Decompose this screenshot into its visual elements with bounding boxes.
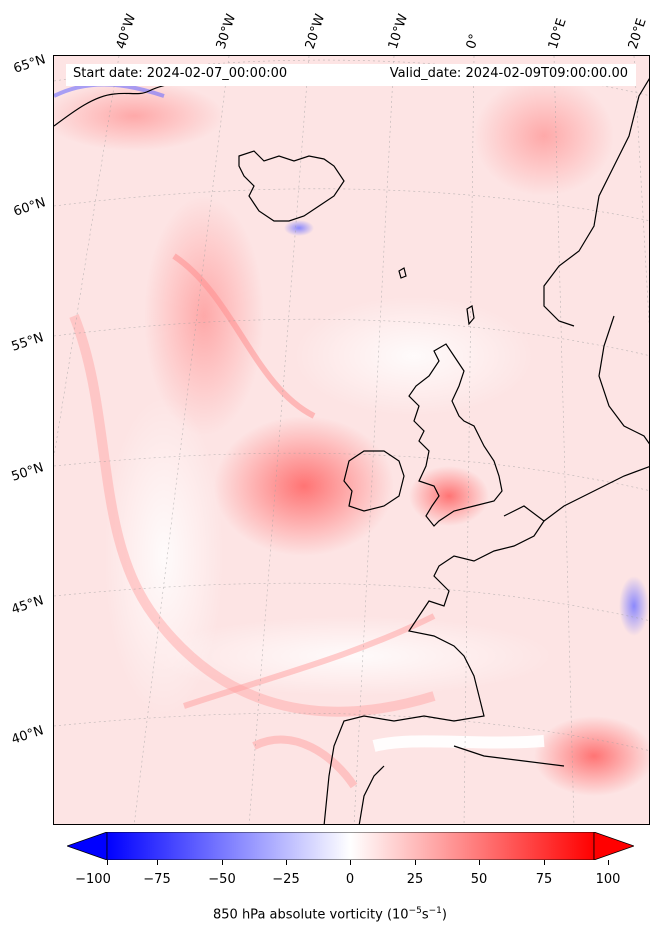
- colorbar-tick-label: 75: [535, 872, 553, 887]
- iceland-coast: [238, 150, 345, 222]
- vorticity-map: [53, 55, 650, 825]
- tick-mark: [544, 860, 545, 865]
- lon-label-10e: 10°E: [545, 16, 570, 51]
- norway-coast: [543, 78, 649, 327]
- colorbar-title-prefix: 850 hPa absolute vorticity (10: [213, 907, 409, 923]
- colorbar-tick-label: −50: [208, 872, 236, 887]
- lon-label-30w: 30°W: [213, 12, 240, 51]
- tick-mark: [415, 860, 416, 865]
- netherlands-coast: [543, 466, 649, 522]
- lat-label-45n: 45°N: [9, 593, 46, 618]
- greenland-coast: [54, 83, 170, 127]
- shetland: [466, 305, 475, 326]
- lon-label-10w: 10°W: [385, 12, 412, 51]
- lon-label-0: 0°: [463, 32, 483, 51]
- lat-label-40n: 40°N: [9, 723, 46, 748]
- valid-date-text: Valid_date: 2024-02-09T09:00:00.00: [389, 66, 628, 81]
- colorbar-tick-label: 50: [470, 872, 488, 887]
- tick-mark: [608, 860, 609, 865]
- faroe: [398, 267, 407, 279]
- colorbar-tick-label: −25: [272, 872, 300, 887]
- ireland-coast: [343, 450, 405, 512]
- colorbar-tick-label: 0: [345, 872, 355, 887]
- info-bar: Start date: 2024-02-07_00:00:00 Valid_da…: [66, 64, 636, 86]
- colorbar-extend-low: [67, 832, 108, 860]
- colorbar-title-exp2: −1: [428, 906, 442, 916]
- colorbar-tick-label: −100: [75, 872, 111, 887]
- colorbar-title-suffix: ): [441, 907, 447, 923]
- north-africa: [453, 745, 565, 767]
- denmark-sweden: [598, 315, 649, 445]
- tick-mark: [286, 860, 287, 865]
- map-canvas: [54, 56, 649, 824]
- colorbar-body: [106, 832, 595, 860]
- tick-mark: [222, 860, 223, 865]
- colorbar-title: 850 hPa absolute vorticity (10−5s−1): [0, 906, 659, 922]
- colorbar-extend-high: [593, 832, 634, 860]
- tick-mark: [107, 860, 108, 865]
- lon-label-20e: 20°E: [625, 16, 650, 51]
- lat-label-55n: 55°N: [9, 330, 46, 355]
- colorbar: [67, 832, 634, 860]
- colorbar-tick-label: 100: [595, 872, 621, 887]
- tick-mark: [350, 860, 351, 865]
- colorbar-title-mid: s: [421, 907, 429, 923]
- france-spain-coast: [323, 505, 545, 824]
- britain-coast: [408, 343, 503, 527]
- colorbar-tick-label: 25: [406, 872, 424, 887]
- vorticity-field: [54, 56, 649, 824]
- colorbar-tick-label: −75: [143, 872, 171, 887]
- lat-label-60n: 60°N: [11, 195, 48, 220]
- morocco: [358, 765, 385, 824]
- lon-label-40w: 40°W: [113, 12, 140, 51]
- lat-label-65n: 65°N: [11, 52, 48, 77]
- lat-label-50n: 50°N: [9, 460, 46, 485]
- tick-mark: [479, 860, 480, 865]
- tick-mark: [157, 860, 158, 865]
- coastlines: [54, 78, 649, 824]
- colorbar-title-exp1: −5: [408, 906, 422, 916]
- start-date-text: Start date: 2024-02-07_00:00:00: [73, 66, 288, 81]
- lon-label-20w: 20°W: [302, 12, 329, 51]
